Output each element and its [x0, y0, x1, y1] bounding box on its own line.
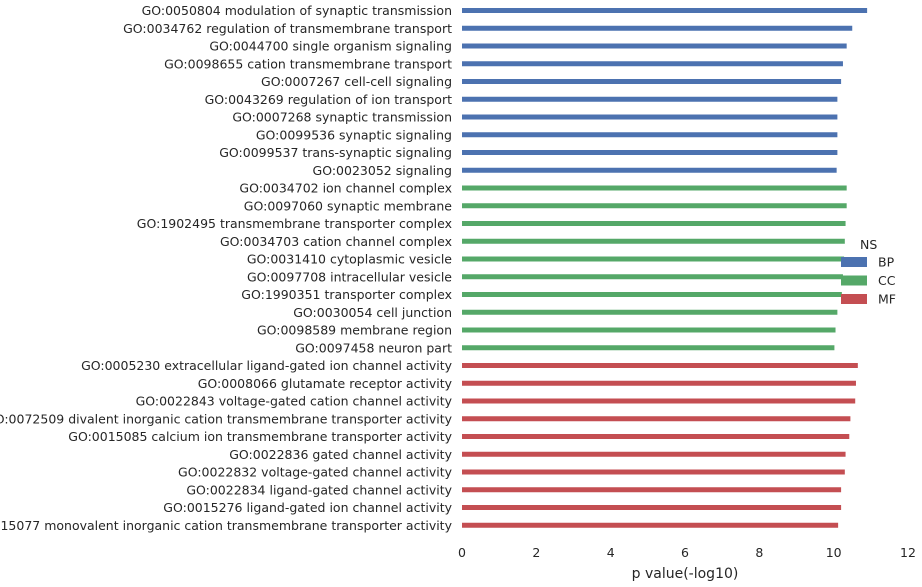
- bar-mf: [462, 451, 846, 457]
- category-label: GO:0030054 cell junction: [293, 305, 452, 320]
- bar-bp: [462, 61, 843, 67]
- category-label: GO:0044700 single organism signaling: [209, 39, 452, 54]
- legend: NS BP CC MF: [841, 237, 896, 307]
- category-label: GO:0072509 divalent inorganic cation tra…: [0, 411, 453, 426]
- x-tick-label: 0: [458, 545, 466, 560]
- category-label: GO:0015077 monovalent inorganic cation t…: [0, 518, 453, 533]
- bar-mf: [462, 469, 845, 475]
- category-label: GO:0022834 ligand-gated channel activity: [186, 482, 452, 497]
- bar-bp: [462, 96, 838, 102]
- category-label: GO:0007267 cell-cell signaling: [261, 74, 452, 89]
- category-label: GO:0005230 extracellular ligand-gated io…: [81, 358, 453, 373]
- bar-cc: [462, 309, 838, 315]
- category-label: GO:0031410 cytoplasmic vesicle: [247, 252, 452, 267]
- legend-swatch-cc: [841, 275, 867, 286]
- bar-mf: [462, 434, 850, 439]
- category-label: GO:0050804 modulation of synaptic transm…: [142, 3, 452, 18]
- bar-mf: [462, 363, 858, 368]
- category-label: GO:0008066 glutamate receptor activity: [198, 376, 453, 391]
- category-label: GO:0034703 cation channel complex: [220, 234, 452, 249]
- bar-cc: [462, 203, 847, 209]
- legend-swatch-bp: [841, 257, 867, 267]
- bar-mf: [462, 487, 842, 493]
- category-label: GO:0007268 synaptic transmission: [232, 110, 452, 125]
- category-label: GO:0043269 regulation of ion transport: [205, 92, 453, 107]
- x-tick-label: 10: [826, 545, 842, 560]
- bar-cc: [462, 292, 842, 297]
- bar-bp: [462, 167, 837, 173]
- category-label: GO:0098589 membrane region: [257, 323, 452, 338]
- legend-swatch-mf: [841, 294, 867, 304]
- bars: [462, 8, 868, 528]
- category-label: GO:0098655 cation transmembrane transpor…: [164, 56, 452, 71]
- bar-mf: [462, 416, 851, 422]
- bar-bp: [462, 132, 838, 138]
- bar-cc: [462, 327, 836, 333]
- x-tick-label: 6: [681, 545, 689, 560]
- x-tick-label: 2: [532, 545, 540, 560]
- category-label: GO:1902495 transmembrane transporter com…: [137, 216, 452, 231]
- bar-mf: [462, 380, 856, 386]
- bar-mf: [462, 505, 842, 510]
- category-labels: GO:0050804 modulation of synaptic transm…: [0, 3, 453, 533]
- category-label: GO:0023052 signaling: [313, 163, 452, 178]
- legend-label-bp: BP: [878, 255, 895, 270]
- category-label: GO:0015276 ligand-gated ion channel acti…: [163, 500, 452, 515]
- bar-mf: [462, 522, 839, 528]
- category-label: GO:0097708 intracellular vesicle: [247, 269, 452, 284]
- category-label: GO:0022836 gated channel activity: [229, 447, 452, 462]
- legend-label-mf: MF: [878, 292, 896, 307]
- x-tick-labels: 0 2 4 6 8 10 12: [458, 545, 916, 560]
- x-axis-title: p value(-log10): [632, 566, 739, 582]
- bar-bp: [462, 114, 838, 120]
- bar-cc: [462, 256, 845, 262]
- category-label: GO:0034702 ion channel complex: [239, 181, 452, 196]
- bar-cc: [462, 238, 845, 244]
- bar-cc: [462, 345, 835, 351]
- x-tick-label: 8: [755, 545, 763, 560]
- bar-bp: [462, 79, 842, 84]
- category-label: GO:0099536 synaptic signaling: [256, 127, 452, 142]
- category-label: GO:0034762 regulation of transmembrane t…: [123, 21, 452, 36]
- bar-cc: [462, 185, 847, 191]
- category-label: GO:0097060 synaptic membrane: [244, 198, 453, 213]
- category-label: GO:0097458 neuron part: [295, 340, 452, 355]
- bar-bp: [462, 8, 868, 13]
- bar-bp: [462, 43, 847, 49]
- bar-cc: [462, 274, 843, 280]
- category-label: GO:0099537 trans-synaptic signaling: [219, 145, 452, 160]
- bar-cc: [462, 221, 846, 226]
- bar-bp: [462, 150, 838, 155]
- category-label: GO:0022832 voltage-gated channel activit…: [178, 465, 453, 480]
- x-tick-label: 4: [607, 545, 615, 560]
- category-label: GO:0022843 voltage-gated cation channel …: [136, 394, 453, 409]
- bar-mf: [462, 398, 856, 404]
- x-tick-label: 12: [900, 545, 916, 560]
- category-label: GO:1990351 transporter complex: [241, 287, 452, 302]
- bar-bp: [462, 25, 853, 31]
- category-label: GO:0015085 calcium ion transmembrane tra…: [68, 429, 452, 444]
- legend-title: NS: [860, 237, 877, 252]
- legend-label-cc: CC: [878, 273, 896, 288]
